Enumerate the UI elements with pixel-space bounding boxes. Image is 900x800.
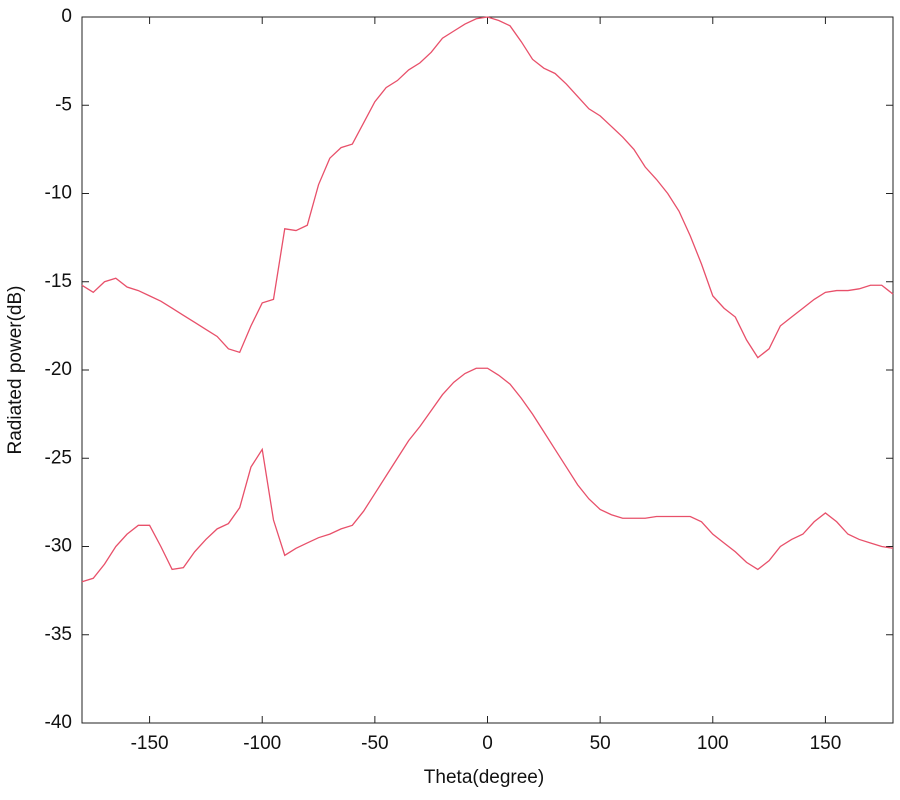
x-tick-label: -50: [361, 733, 388, 754]
y-tick-label: -20: [45, 359, 72, 380]
x-axis-label: Theta(degree): [424, 767, 544, 788]
x-tick-label: 100: [697, 733, 729, 754]
x-tick-label: 150: [810, 733, 842, 754]
y-tick-label: -40: [45, 712, 72, 733]
y-tick-label: -30: [45, 536, 72, 557]
x-tick-label: 50: [590, 733, 611, 754]
data-line: [81, 16, 894, 359]
y-tick-label: -15: [45, 271, 72, 292]
y-tick-label: -5: [55, 94, 72, 115]
y-tick-label: -35: [45, 624, 72, 645]
plot-frame: [81, 16, 894, 724]
y-tick-label: -25: [45, 447, 72, 468]
y-axis-label: Radiated power(dB): [5, 286, 26, 455]
y-tick-label: -10: [45, 183, 72, 204]
data-line: [81, 367, 894, 583]
x-tick-label: 0: [482, 733, 493, 754]
x-tick-label: -100: [243, 733, 281, 754]
y-tick-label: 0: [61, 6, 72, 27]
x-tick-label: -150: [131, 733, 169, 754]
